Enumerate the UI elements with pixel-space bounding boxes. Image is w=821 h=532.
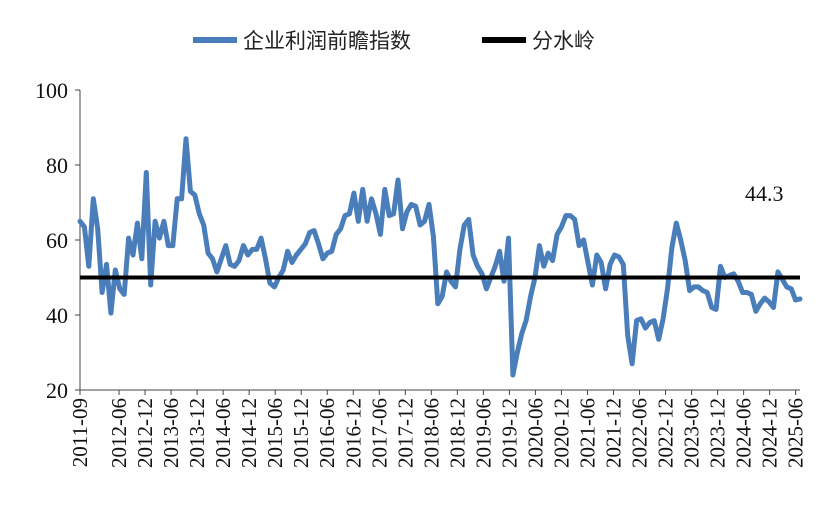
x-tick-label: 2023-12 bbox=[706, 398, 730, 468]
x-tick-label: 2020-06 bbox=[523, 398, 547, 468]
x-tick-label: 2019-12 bbox=[497, 398, 521, 468]
x-ticks: 2011-09 2012-06 2012-12 2013-06 2013-12 2014-… bbox=[68, 390, 808, 468]
y-tick-label: 60 bbox=[46, 228, 68, 253]
y-tick-label: 80 bbox=[46, 153, 68, 178]
legend-label-series: 企业利润前瞻指数 bbox=[243, 29, 411, 53]
x-tick-label: 2021-06 bbox=[575, 398, 599, 468]
x-tick-label: 2017-06 bbox=[367, 398, 391, 468]
x-tick-label: 2011-09 bbox=[68, 398, 92, 467]
y-tick-label: 20 bbox=[46, 378, 68, 403]
x-tick-label: 2018-06 bbox=[419, 398, 443, 468]
series-line-profit-index bbox=[77, 136, 803, 378]
x-tick-label: 2025-06 bbox=[784, 398, 808, 468]
x-tick-label: 2016-06 bbox=[315, 398, 339, 468]
legend-label-threshold: 分水岭 bbox=[532, 29, 595, 53]
x-tick-label: 2020-12 bbox=[549, 398, 573, 468]
x-tick-label: 2024-06 bbox=[732, 398, 756, 468]
x-tick-label: 2022-12 bbox=[654, 398, 678, 468]
x-tick-label: 2022-06 bbox=[628, 398, 652, 468]
x-tick-label: 2023-06 bbox=[680, 398, 704, 468]
x-tick-label: 2014-06 bbox=[211, 398, 235, 468]
x-tick-label: 2014-12 bbox=[237, 398, 261, 468]
x-tick-label: 2024-12 bbox=[758, 398, 782, 468]
x-tick-label: 2012-06 bbox=[107, 398, 131, 468]
x-tick-label: 2013-06 bbox=[159, 398, 183, 468]
x-tick-label: 2015-12 bbox=[289, 398, 313, 468]
x-tick-label: 2017-12 bbox=[393, 398, 417, 468]
y-ticks: 20 40 60 80 100 bbox=[35, 78, 80, 403]
legend: 企业利润前瞻指数 分水岭 bbox=[193, 29, 595, 53]
x-tick-label: 2019-06 bbox=[471, 398, 495, 468]
y-tick-label: 100 bbox=[35, 78, 68, 103]
x-tick-label: 2012-12 bbox=[133, 398, 157, 468]
x-tick-label: 2013-12 bbox=[185, 398, 209, 468]
x-tick-label: 2018-12 bbox=[445, 398, 469, 468]
y-tick-label: 40 bbox=[46, 303, 68, 328]
last-value-annotation: 44.3 bbox=[745, 181, 784, 206]
x-tick-label: 2021-12 bbox=[601, 398, 625, 468]
x-tick-label: 2015-06 bbox=[263, 398, 287, 468]
x-tick-label: 2016-12 bbox=[341, 398, 365, 468]
